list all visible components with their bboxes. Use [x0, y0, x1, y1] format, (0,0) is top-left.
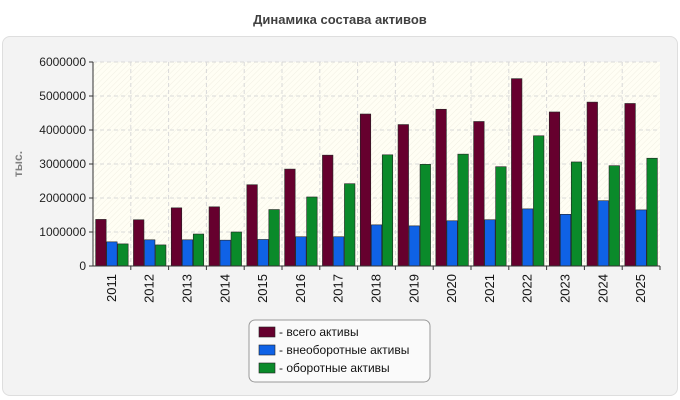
bar-current: [570, 161, 583, 267]
y-axis-label: тыс.: [11, 151, 25, 177]
y-tick-label: 3000000: [39, 157, 86, 171]
bar-series: [95, 78, 658, 267]
bar-current: [306, 196, 318, 267]
bar-current: [155, 244, 167, 267]
bar-noncurrent: [181, 239, 194, 267]
bar-current: [192, 233, 205, 267]
bar-noncurrent: [484, 219, 496, 267]
bar-total: [133, 219, 145, 267]
bar-current: [117, 243, 129, 267]
bar-noncurrent: [522, 208, 534, 267]
legend-swatch: [258, 326, 276, 338]
bar-total: [511, 78, 523, 267]
y-tick-label: 4000000: [39, 123, 86, 137]
y-tick-label: 0: [79, 259, 86, 273]
bar-total: [624, 103, 636, 267]
x-tick-label: 2013: [180, 274, 195, 303]
y-tick-label: 6000000: [39, 55, 86, 69]
x-tick-label: 2011: [104, 274, 119, 302]
bar-total: [435, 108, 447, 267]
bar-total: [284, 168, 296, 267]
bar-total: [246, 184, 258, 267]
grid-lines: [93, 61, 660, 266]
x-tick-label: 2018: [369, 274, 384, 303]
bar-noncurrent: [333, 236, 345, 267]
x-tick-label: 2024: [595, 274, 610, 303]
bar-current: [381, 154, 394, 267]
axes: [89, 61, 661, 270]
bar-noncurrent: [295, 236, 307, 267]
x-tick-label: 2012: [142, 274, 157, 303]
bar-total: [208, 206, 220, 267]
x-tick-label: 2022: [520, 274, 535, 303]
y-tick-label: 5000000: [39, 89, 86, 103]
bar-total: [170, 207, 183, 267]
bar-noncurrent: [370, 224, 383, 267]
legend-swatch: [258, 362, 276, 374]
x-tick-label: 2025: [633, 274, 648, 303]
bar-current: [608, 165, 620, 267]
bar-current: [419, 164, 431, 267]
y-tick-label: 2000000: [39, 191, 86, 205]
chart-title: Динамика состава активов: [253, 12, 427, 27]
bar-current: [344, 183, 356, 267]
y-tick-label: 1000000: [39, 225, 86, 239]
bar-total: [586, 101, 598, 267]
legend-label: - всего активы: [279, 325, 359, 339]
bar-noncurrent: [257, 239, 269, 267]
bar-current: [230, 231, 242, 267]
tick-labels: 0 1000000 2000000 3000000 4000000 5000000 6000…: [39, 55, 648, 303]
bar-noncurrent: [446, 220, 458, 267]
bar-current: [268, 209, 280, 267]
bar-noncurrent: [106, 241, 118, 267]
x-tick-label: 2023: [558, 274, 573, 303]
x-tick-label: 2015: [255, 274, 270, 303]
bar-noncurrent: [597, 200, 609, 267]
bar-total: [322, 154, 334, 267]
x-tick-label: 2020: [444, 274, 459, 303]
x-tick-label: 2021: [482, 274, 497, 303]
legend: - всего активы - внеоборотные активы - обо…: [248, 319, 431, 383]
bar-current: [646, 157, 658, 267]
bar-current: [457, 153, 469, 267]
x-tick-label: 2016: [293, 274, 308, 303]
x-tick-label: 2019: [406, 274, 421, 303]
x-tick-label: 2017: [331, 274, 346, 303]
bar-noncurrent: [144, 239, 156, 267]
legend-box: [248, 319, 431, 383]
legend-label: - внеоборотные активы: [279, 343, 409, 357]
bar-total: [397, 124, 409, 267]
bar-noncurrent: [635, 209, 647, 267]
legend-swatch: [258, 344, 276, 356]
bar-noncurrent: [559, 214, 572, 267]
bar-noncurrent: [219, 239, 231, 267]
bar-total: [548, 111, 561, 267]
bar-noncurrent: [408, 225, 420, 267]
bar-current: [495, 166, 507, 267]
legend-label: - оборотные активы: [279, 361, 390, 375]
bar-current: [533, 135, 545, 267]
x-tick-label: 2014: [217, 274, 232, 303]
bar-total: [473, 121, 485, 267]
bar-total: [95, 219, 107, 267]
bar-total: [359, 113, 372, 267]
